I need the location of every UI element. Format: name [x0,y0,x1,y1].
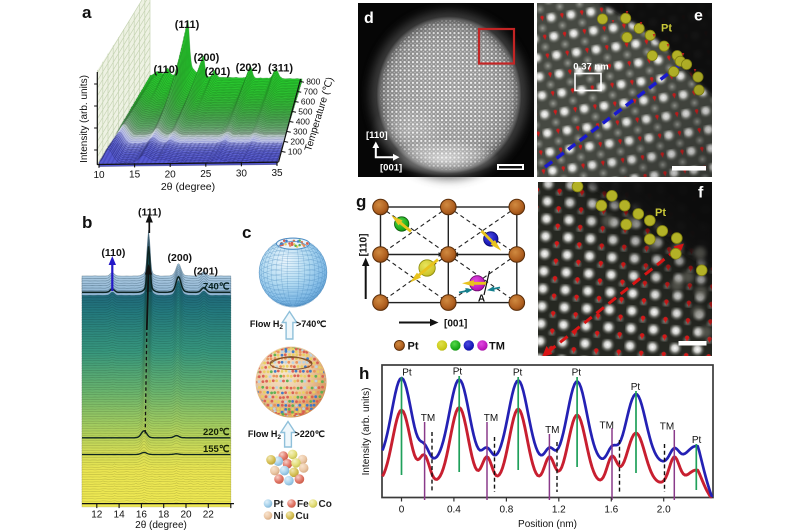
svg-text:0.4: 0.4 [447,505,461,516]
svg-text:Cu: Cu [296,511,309,522]
svg-text:35: 35 [271,168,283,179]
svg-text:[001]: [001] [444,319,467,330]
svg-text:Pt: Pt [274,499,285,510]
svg-text:Pt: Pt [402,368,412,379]
svg-text:Ni: Ni [274,511,284,522]
svg-text:500: 500 [298,107,312,117]
svg-text:e: e [694,8,703,25]
svg-text:30: 30 [236,169,248,180]
svg-text:Pt: Pt [513,368,523,379]
svg-text:400: 400 [296,117,310,127]
svg-text:15: 15 [129,170,141,181]
svg-text:16: 16 [136,510,148,521]
svg-text:2θ (degree): 2θ (degree) [161,181,215,193]
svg-text:A: A [478,294,485,305]
svg-text:(111): (111) [138,207,161,219]
svg-text:(311): (311) [268,63,293,75]
svg-text:(200): (200) [168,252,193,264]
svg-text:Fe: Fe [297,499,309,510]
svg-text:2θ (degree): 2θ (degree) [135,520,187,530]
svg-text:c: c [242,223,251,242]
svg-text:Pt: Pt [408,341,419,353]
svg-text:Flow H2: Flow H2 [248,429,282,441]
svg-text:800: 800 [306,77,320,87]
svg-text:TM: TM [484,413,498,424]
svg-text:200: 200 [290,137,304,147]
svg-text:700: 700 [304,87,318,97]
svg-text:TM: TM [489,341,505,353]
svg-text:TM: TM [421,413,435,424]
svg-text:600: 600 [301,97,315,107]
svg-text:2.0: 2.0 [657,505,671,516]
svg-text:0.8: 0.8 [499,505,513,516]
svg-text:12: 12 [91,510,103,521]
svg-text:100: 100 [288,147,302,157]
svg-text:10: 10 [93,170,105,181]
svg-text:Pt: Pt [453,367,463,378]
svg-text:Intensity (arb. units): Intensity (arb. units) [79,75,90,163]
svg-text:Pt: Pt [572,368,582,379]
svg-text:(202): (202) [236,62,262,74]
svg-text:Intensity (arb. units): Intensity (arb. units) [361,388,372,476]
svg-text:>740℃: >740℃ [296,319,326,329]
svg-text:(201): (201) [193,266,218,278]
svg-text:Pt: Pt [692,435,702,446]
svg-text:(200): (200) [194,52,220,64]
svg-text:14: 14 [114,510,126,521]
svg-text:[110]: [110] [366,130,388,141]
svg-text:Pt: Pt [631,382,641,393]
svg-text:Co: Co [319,499,332,510]
svg-text:(201): (201) [205,66,231,78]
svg-text:22: 22 [203,510,215,521]
svg-text:a: a [82,3,92,22]
svg-text:f: f [698,185,704,202]
svg-text:155℃: 155℃ [203,444,230,455]
svg-text:TM: TM [545,425,559,436]
svg-text:[001]: [001] [380,163,402,174]
svg-text:(110): (110) [153,64,178,76]
svg-text:1.6: 1.6 [604,505,618,516]
svg-text:d: d [364,10,374,27]
svg-text:Position (nm): Position (nm) [518,519,577,530]
svg-text:h: h [359,364,369,383]
svg-text:25: 25 [200,169,212,180]
svg-text:Flow H2: Flow H2 [250,319,284,331]
svg-text:740℃: 740℃ [203,282,230,293]
svg-text:g: g [356,192,366,211]
svg-text:300: 300 [293,127,307,137]
svg-text:0: 0 [399,505,405,516]
svg-text:220℃: 220℃ [203,427,230,438]
svg-text:[110]: [110] [359,234,370,257]
svg-text:1.2: 1.2 [552,505,566,516]
svg-text:Pt: Pt [655,207,666,219]
svg-text:(110): (110) [101,247,125,259]
svg-text:18: 18 [158,510,170,521]
svg-text:>220℃: >220℃ [295,429,325,439]
svg-text:b: b [82,213,92,232]
svg-text:(111): (111) [175,19,200,31]
svg-text:TM: TM [599,420,613,431]
svg-text:20: 20 [180,510,192,521]
svg-text:TM: TM [660,422,674,433]
svg-text:20: 20 [165,169,177,180]
